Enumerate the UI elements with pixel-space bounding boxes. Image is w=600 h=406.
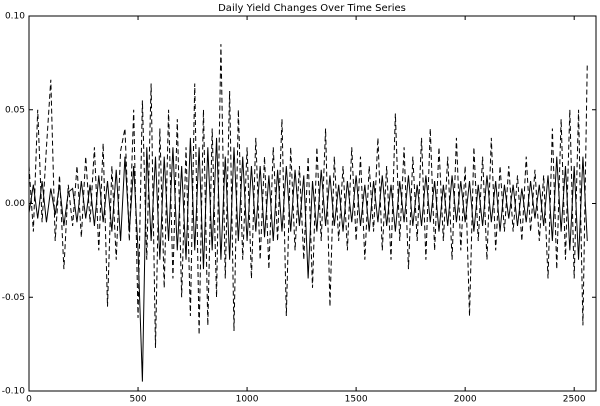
y-tick-label: 0.00 bbox=[5, 199, 25, 209]
y-tick-label: -0.05 bbox=[2, 293, 25, 303]
y-tick-label: 0.10 bbox=[5, 12, 25, 22]
chart-title: Daily Yield Changes Over Time Series bbox=[218, 3, 406, 14]
x-tick-label: 1500 bbox=[345, 395, 368, 405]
y-tick-label: -0.10 bbox=[2, 387, 26, 397]
x-tick-label: 1000 bbox=[236, 395, 259, 405]
x-tick-label: 2500 bbox=[563, 395, 586, 405]
x-tick-label: 2000 bbox=[454, 395, 477, 405]
x-tick-label: 500 bbox=[129, 395, 146, 405]
series-line bbox=[28, 44, 588, 348]
y-tick-label: 0.05 bbox=[5, 105, 25, 115]
series-line bbox=[28, 137, 588, 382]
x-tick-label: 0 bbox=[26, 395, 32, 405]
